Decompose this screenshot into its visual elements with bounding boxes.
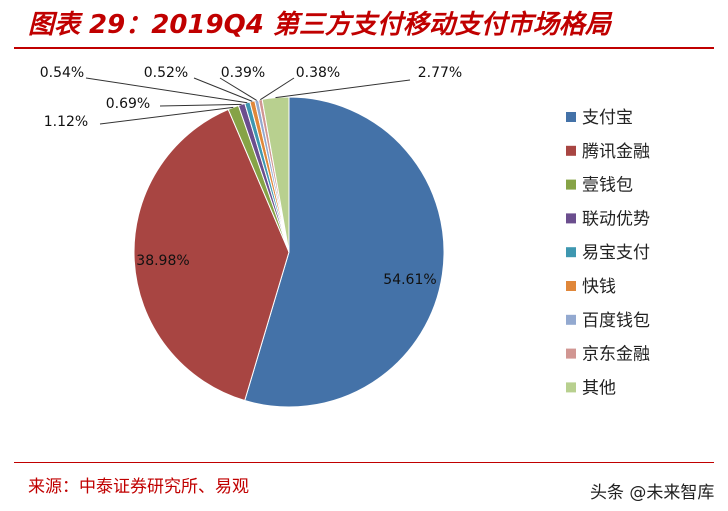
legend-swatch-8	[566, 348, 576, 359]
legend-label-2: 腾讯金融	[582, 142, 650, 162]
legend-swatch-4	[566, 213, 576, 224]
legend-swatch-9	[566, 382, 576, 393]
data-labels: 54.61% 38.98% 1.12% 0.69% 0.54% 0.52% 0.39% 0.3…	[40, 65, 462, 288]
legend-swatch-5	[566, 247, 576, 258]
watermark: 头条 @未来智库	[590, 483, 715, 503]
source-note: 来源：中泰证券研究所、易观	[28, 477, 249, 497]
data-label-6: 0.52%	[144, 65, 188, 81]
leader-lines	[85, 77, 411, 125]
leader-line-3	[99, 106, 234, 125]
legend-swatch-2	[566, 145, 576, 156]
leader-line-4	[159, 103, 242, 107]
legend-label-7: 百度钱包	[582, 311, 650, 331]
legend-label-6: 快钱	[582, 277, 616, 297]
title-divider	[14, 47, 714, 49]
leader-line-5	[85, 77, 248, 104]
leader-line-9	[275, 79, 411, 99]
data-label-8: 0.38%	[296, 65, 340, 81]
pie-slice-2	[133, 108, 290, 402]
data-label-2: 38.98%	[136, 253, 189, 269]
leader-line-6	[193, 77, 253, 102]
footer-divider	[14, 462, 714, 463]
data-label-4: 0.69%	[106, 96, 150, 112]
legend-label-5: 易宝支付	[582, 243, 650, 263]
legend-swatch-1	[566, 112, 576, 122]
data-label-7: 0.39%	[221, 65, 265, 81]
data-label-1: 54.61%	[383, 272, 436, 288]
legend-label-4: 联动优势	[582, 209, 650, 229]
chart-title: 图表 29：2019Q4 第三方支付移动支付市场格局	[28, 10, 611, 40]
legend-label-8: 京东金融	[582, 345, 650, 365]
data-label-3: 1.12%	[44, 114, 88, 130]
data-label-9: 2.77%	[418, 65, 462, 81]
legend-label-3: 壹钱包	[582, 176, 633, 196]
data-label-5: 0.54%	[40, 65, 84, 81]
leader-line-8	[260, 77, 295, 101]
legend-swatch-6	[566, 281, 576, 291]
legend-swatch-7	[566, 314, 576, 325]
pie-slices	[133, 96, 445, 408]
legend-label-1: 支付宝	[582, 108, 633, 128]
legend-swatch-3	[566, 179, 576, 190]
leader-line-7	[219, 77, 257, 101]
legend-label-9: 其他	[582, 378, 616, 398]
pie-slice-1	[244, 96, 445, 408]
